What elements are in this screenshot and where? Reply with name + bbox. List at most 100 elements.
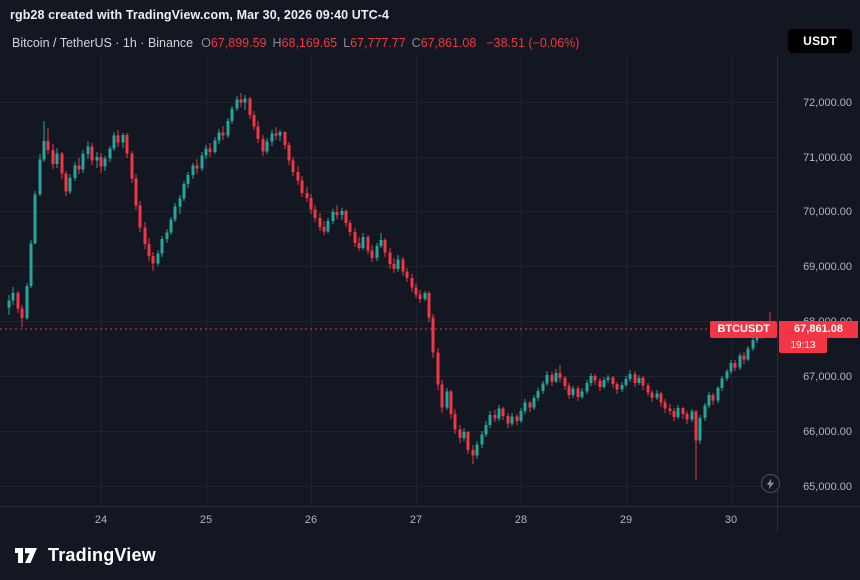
candle	[370, 245, 374, 262]
candle	[742, 352, 746, 364]
candle	[204, 145, 208, 159]
x-axis-label: 28	[515, 514, 527, 526]
candle	[261, 135, 265, 156]
candle	[235, 96, 239, 111]
candle	[681, 407, 685, 419]
candle	[151, 252, 155, 271]
candle	[217, 129, 221, 144]
candle	[650, 390, 654, 402]
candle	[103, 156, 107, 171]
ohlc-close: C67,861.08	[411, 36, 477, 50]
candle	[563, 376, 567, 390]
candle	[716, 386, 720, 403]
candle	[558, 365, 562, 382]
symbol-title[interactable]: Bitcoin / TetherUS · 1h · Binance	[12, 36, 194, 50]
price-scale[interactable]	[778, 56, 860, 506]
candle	[475, 441, 479, 459]
candle	[497, 405, 501, 421]
candle	[519, 408, 523, 423]
candle	[571, 386, 575, 398]
candle	[108, 146, 112, 162]
candle	[501, 407, 505, 420]
candle	[147, 238, 151, 261]
candle	[252, 111, 256, 130]
candle	[169, 217, 173, 235]
candle	[655, 390, 659, 400]
candle	[589, 373, 593, 386]
candle	[484, 421, 488, 437]
symbol-price-label: BTCUSDT	[710, 321, 777, 338]
ohlc-open: O67,899.59	[201, 36, 267, 50]
candle	[663, 399, 667, 413]
candle	[46, 128, 50, 154]
candle	[523, 399, 527, 414]
candle	[620, 382, 624, 392]
candle	[366, 235, 370, 254]
candle	[628, 370, 632, 382]
candle	[116, 130, 120, 147]
candle	[423, 291, 427, 301]
candle	[672, 408, 676, 421]
candle	[602, 377, 606, 389]
candle	[300, 176, 304, 197]
candle	[738, 353, 742, 370]
candle	[550, 372, 554, 386]
candle	[545, 371, 549, 386]
candle	[396, 255, 400, 272]
candle	[248, 97, 252, 119]
lightning-icon[interactable]	[761, 474, 780, 493]
candle	[143, 222, 147, 249]
candle	[554, 369, 558, 383]
candle	[462, 428, 466, 441]
candle	[33, 191, 37, 244]
candle	[340, 208, 344, 220]
candle	[156, 250, 160, 266]
candle	[410, 274, 414, 292]
candle	[86, 141, 90, 159]
candle	[81, 150, 85, 173]
candle	[567, 383, 571, 399]
candle	[313, 205, 317, 222]
candle	[414, 283, 418, 298]
candle	[20, 305, 24, 327]
candle	[7, 295, 11, 315]
bar-countdown-badge: 19:13	[779, 338, 827, 353]
candle	[720, 376, 724, 391]
candle	[431, 314, 435, 358]
candle	[165, 229, 169, 243]
candle	[274, 127, 278, 140]
time-scale[interactable]	[0, 507, 860, 535]
candle	[112, 132, 116, 151]
candle	[488, 411, 492, 428]
candle	[445, 388, 449, 410]
chart-legend[interactable]: Bitcoin / TetherUS · 1h · Binance O67,89…	[12, 36, 579, 50]
candle	[42, 121, 46, 162]
ohlc-low: L67,777.77	[343, 36, 406, 50]
currency-toggle-button[interactable]: USDT	[788, 29, 852, 53]
ohlc-high: H68,169.65	[272, 36, 338, 50]
candle	[676, 405, 680, 419]
candle	[51, 144, 55, 169]
y-axis-label: 66,000.00	[803, 426, 852, 438]
candle	[60, 152, 64, 179]
candle	[305, 187, 309, 202]
tradingview-logo-link[interactable]: TradingView	[12, 541, 156, 569]
candle	[388, 248, 392, 269]
candle	[703, 403, 707, 421]
candle	[532, 395, 536, 410]
candle	[243, 95, 247, 110]
candle	[453, 409, 457, 434]
candle	[178, 195, 182, 214]
candle	[11, 287, 15, 305]
change-value: −38.51 (−0.06%)	[486, 36, 580, 50]
candle	[733, 360, 737, 371]
candle	[291, 157, 295, 176]
candle	[134, 174, 138, 210]
candle	[173, 203, 177, 222]
y-axis-label: 65,000.00	[803, 481, 852, 493]
candle	[64, 171, 68, 196]
y-axis-label: 72,000.00	[803, 97, 852, 109]
candle	[73, 162, 77, 181]
